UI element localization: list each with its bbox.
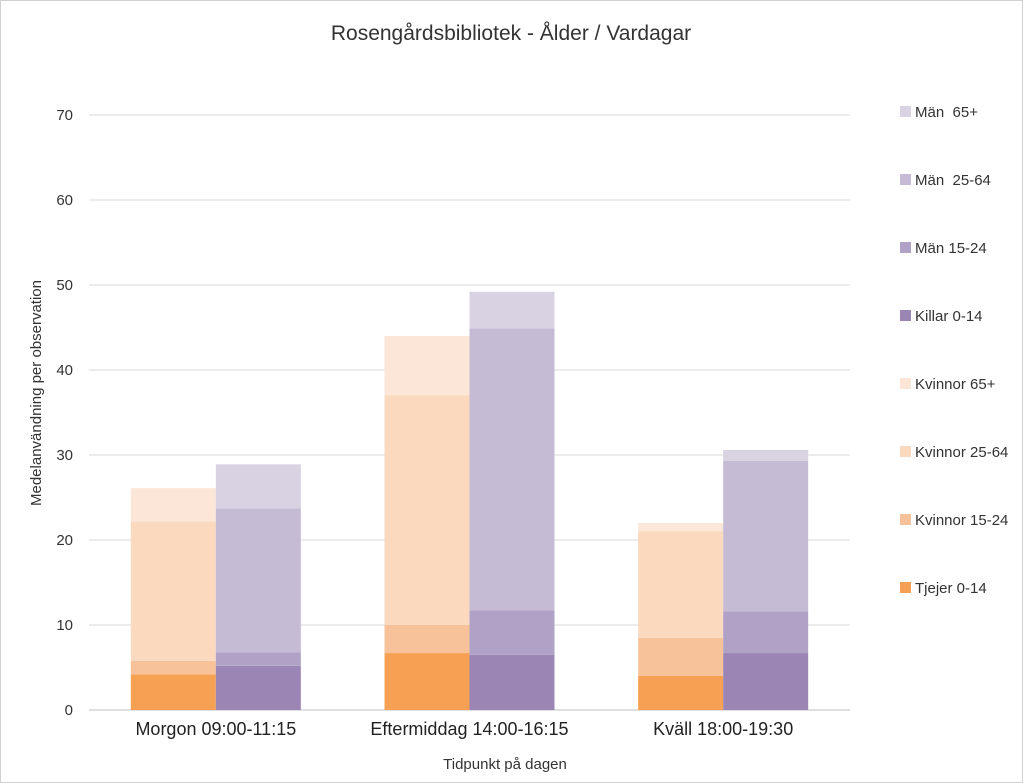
- bar-segment: [215, 665, 301, 710]
- bar-segment: [469, 654, 555, 710]
- legend-swatch: [900, 310, 911, 321]
- y-tick-label: 30: [56, 447, 73, 464]
- bar-segment: [469, 610, 555, 655]
- bar-segment: [638, 523, 724, 532]
- bar-segment: [723, 449, 809, 461]
- bar-segment: [130, 521, 216, 661]
- bar-segment: [638, 531, 724, 638]
- legend-swatch: [900, 242, 911, 253]
- legend-item: Män 25-64: [900, 172, 991, 189]
- bar-segment: [638, 676, 724, 710]
- bar-segment: [723, 460, 809, 612]
- legend-label: Män 65+: [915, 104, 978, 121]
- bar-segment: [638, 637, 724, 676]
- legend-label: Män 15-24: [915, 240, 987, 257]
- bar-segment: [215, 652, 301, 666]
- bar-segment: [215, 508, 301, 653]
- legend-swatch: [900, 446, 911, 457]
- legend-label: Tjejer 0-14: [915, 580, 987, 597]
- bar-segment: [384, 625, 470, 654]
- y-axis-title: Medelanvändning per observation: [28, 280, 45, 506]
- bar-segment: [130, 674, 216, 710]
- legend-item: Kvinnor 15-24: [900, 512, 1008, 529]
- x-category-label: Eftermiddag 14:00-16:15: [370, 719, 568, 739]
- bar-segment: [384, 653, 470, 710]
- bar-segment: [215, 464, 301, 509]
- legend-label: Kvinnor 25-64: [915, 444, 1008, 461]
- y-tick-label: 10: [56, 617, 73, 634]
- bar-segment: [384, 395, 470, 625]
- x-category-label: Kväll 18:00-19:30: [653, 719, 793, 739]
- y-tick-label: 50: [56, 277, 73, 294]
- bar-segment: [130, 488, 216, 522]
- y-tick-label: 70: [56, 107, 73, 124]
- legend-item: Kvinnor 25-64: [900, 444, 1008, 461]
- y-tick-label: 60: [56, 192, 73, 209]
- bar-segment: [469, 291, 555, 329]
- x-category-label: Morgon 09:00-11:15: [135, 719, 296, 739]
- y-tick-label: 20: [56, 532, 73, 549]
- legend-item: Män 15-24: [900, 240, 987, 257]
- legend-item: Tjejer 0-14: [900, 580, 987, 597]
- x-axis-title: Tidpunkt på dagen: [443, 756, 567, 773]
- x-axis-categories: Morgon 09:00-11:15 Eftermiddag 14:00-16:1…: [135, 719, 793, 739]
- bar-segment: [723, 611, 809, 654]
- chart-title: Rosengårdsbibliotek - Ålder / Vardagar: [331, 22, 691, 45]
- bars: [130, 291, 809, 710]
- legend-swatch: [900, 174, 911, 185]
- legend-swatch: [900, 582, 911, 593]
- legend-label: Män 25-64: [915, 172, 991, 189]
- legend-item: Män 65+: [900, 104, 978, 121]
- legend-item: Killar 0-14: [900, 308, 983, 325]
- bar-segment: [130, 660, 216, 675]
- legend-item: Kvinnor 65+: [900, 376, 996, 393]
- legend-swatch: [900, 106, 911, 117]
- legend-label: Kvinnor 65+: [915, 376, 996, 393]
- bar-segment: [469, 328, 555, 611]
- y-tick-label: 0: [65, 702, 73, 719]
- legend-swatch: [900, 378, 911, 389]
- legend-label: Kvinnor 15-24: [915, 512, 1008, 529]
- bar-segment: [723, 653, 809, 710]
- legend-label: Killar 0-14: [915, 308, 983, 325]
- y-tick-label: 40: [56, 362, 73, 379]
- legend: Män 65+ Män 25-64 Män 15-24 Killar 0-14 Kvin…: [900, 104, 1008, 597]
- bar-segment: [384, 336, 470, 396]
- y-axis-ticks: 0 10 20 30 40 50 60 70: [56, 107, 73, 719]
- legend-swatch: [900, 514, 911, 525]
